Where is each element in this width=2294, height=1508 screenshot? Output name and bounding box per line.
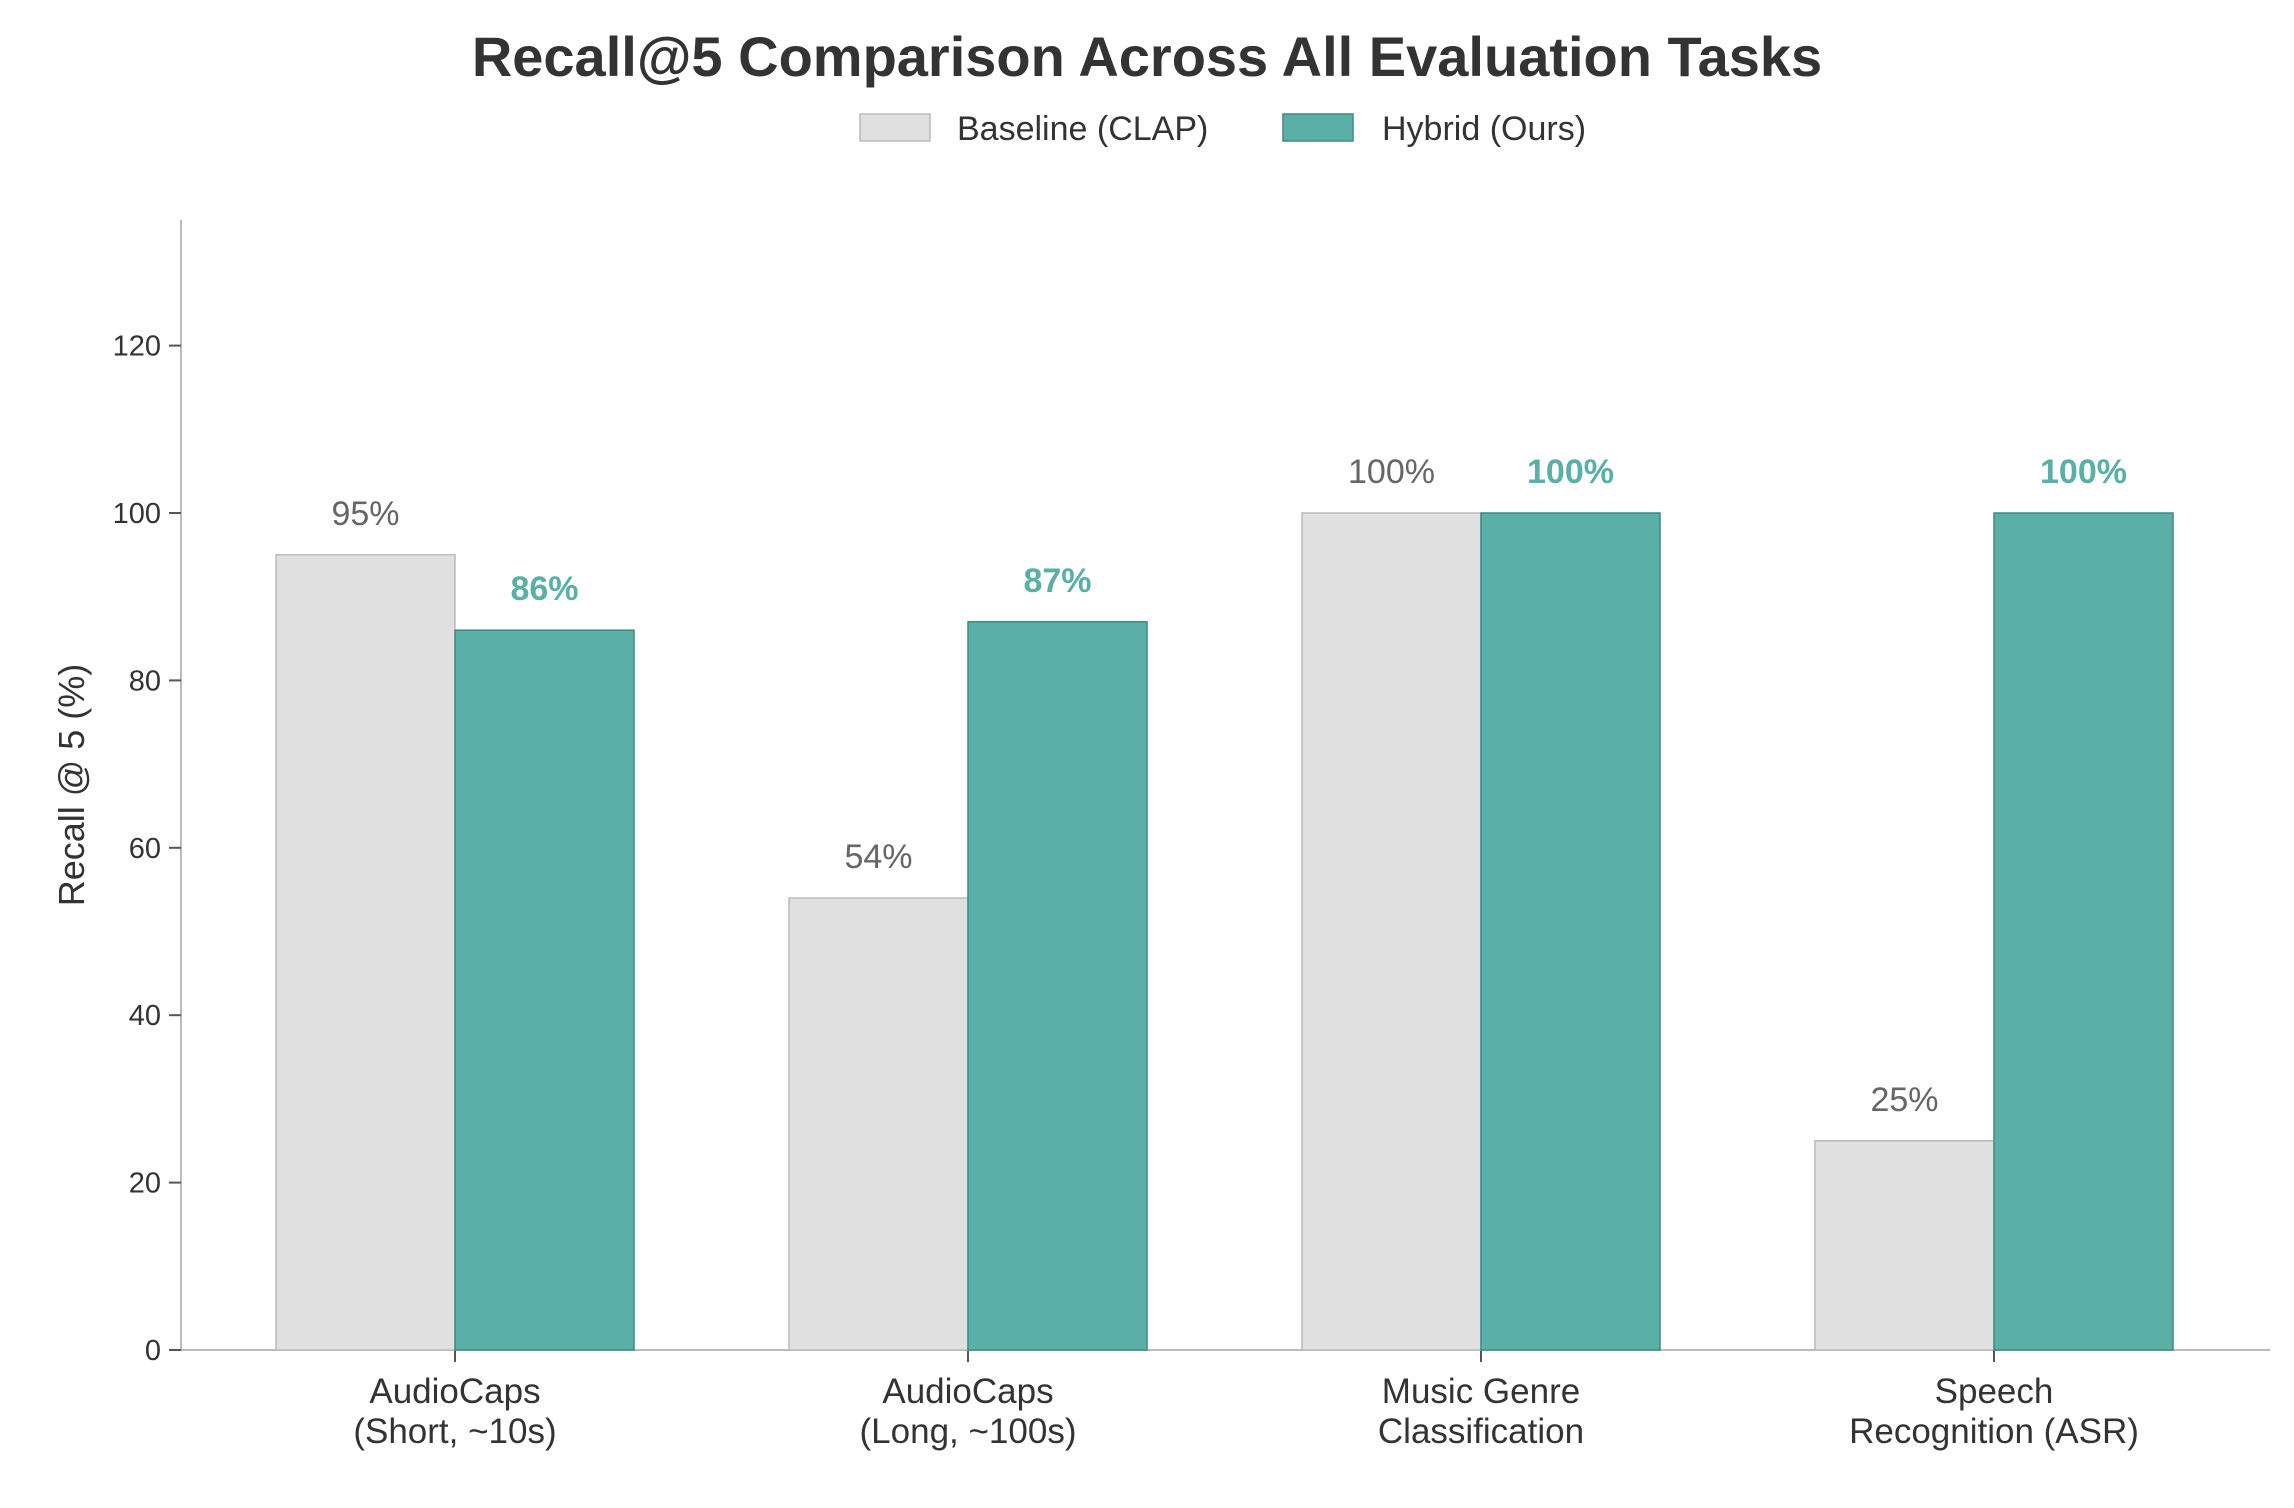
legend-label: Baseline (CLAP) [957, 110, 1208, 148]
y-tick-label: 60 [129, 833, 161, 865]
hybrid-value-label: 100% [2040, 453, 2127, 491]
hybrid-bar [1993, 512, 2174, 1351]
baseline-value-label: 95% [331, 495, 399, 533]
x-tick-label: Speech Recognition (ASR) [1849, 1372, 2139, 1451]
value-labels: 95% 54% 100% 25% 86% 87% 100% 100% [331, 453, 2127, 1119]
x-tick-label: Music Genre Classification [1378, 1372, 1584, 1451]
baseline-value-label: 100% [1348, 453, 1435, 491]
hybrid-bar [454, 629, 635, 1351]
legend: Baseline (CLAP) Hybrid (Ours) [859, 110, 1586, 148]
legend-swatch [1282, 113, 1354, 142]
y-tick-label: 0 [145, 1335, 161, 1367]
legend-label: Hybrid (Ours) [1382, 110, 1586, 148]
x-tick-label: AudioCaps (Short, ~10s) [353, 1372, 556, 1451]
chart-title: Recall@5 Comparison Across All Evaluatio… [472, 25, 1822, 88]
bars [275, 512, 2174, 1351]
hybrid-value-label: 87% [1023, 562, 1091, 600]
y-tick-label: 100 [113, 498, 161, 530]
legend-swatch [859, 113, 931, 142]
hybrid-bar [967, 621, 1148, 1351]
x-ticks: AudioCaps (Short, ~10s) AudioCaps (Long, ~1… [353, 1350, 2139, 1451]
y-tick-label: 80 [129, 665, 161, 697]
y-ticks: 0 20 40 60 80 100 120 [113, 331, 181, 1367]
hybrid-value-label: 100% [1527, 453, 1614, 491]
baseline-bar [788, 897, 969, 1351]
y-axis-label: Recall @ 5 (%) [51, 664, 92, 907]
baseline-bar [1814, 1140, 1995, 1351]
x-tick-label: AudioCaps (Long, ~100s) [860, 1372, 1077, 1451]
baseline-value-label: 54% [844, 838, 912, 876]
baseline-bar [1301, 512, 1482, 1351]
y-tick-label: 40 [129, 1000, 161, 1032]
baseline-value-label: 25% [1870, 1081, 1938, 1119]
hybrid-bar [1480, 512, 1661, 1351]
baseline-bar [275, 554, 456, 1351]
hybrid-value-label: 86% [510, 570, 578, 608]
y-tick-label: 20 [129, 1168, 161, 1200]
y-tick-label: 120 [113, 331, 161, 363]
